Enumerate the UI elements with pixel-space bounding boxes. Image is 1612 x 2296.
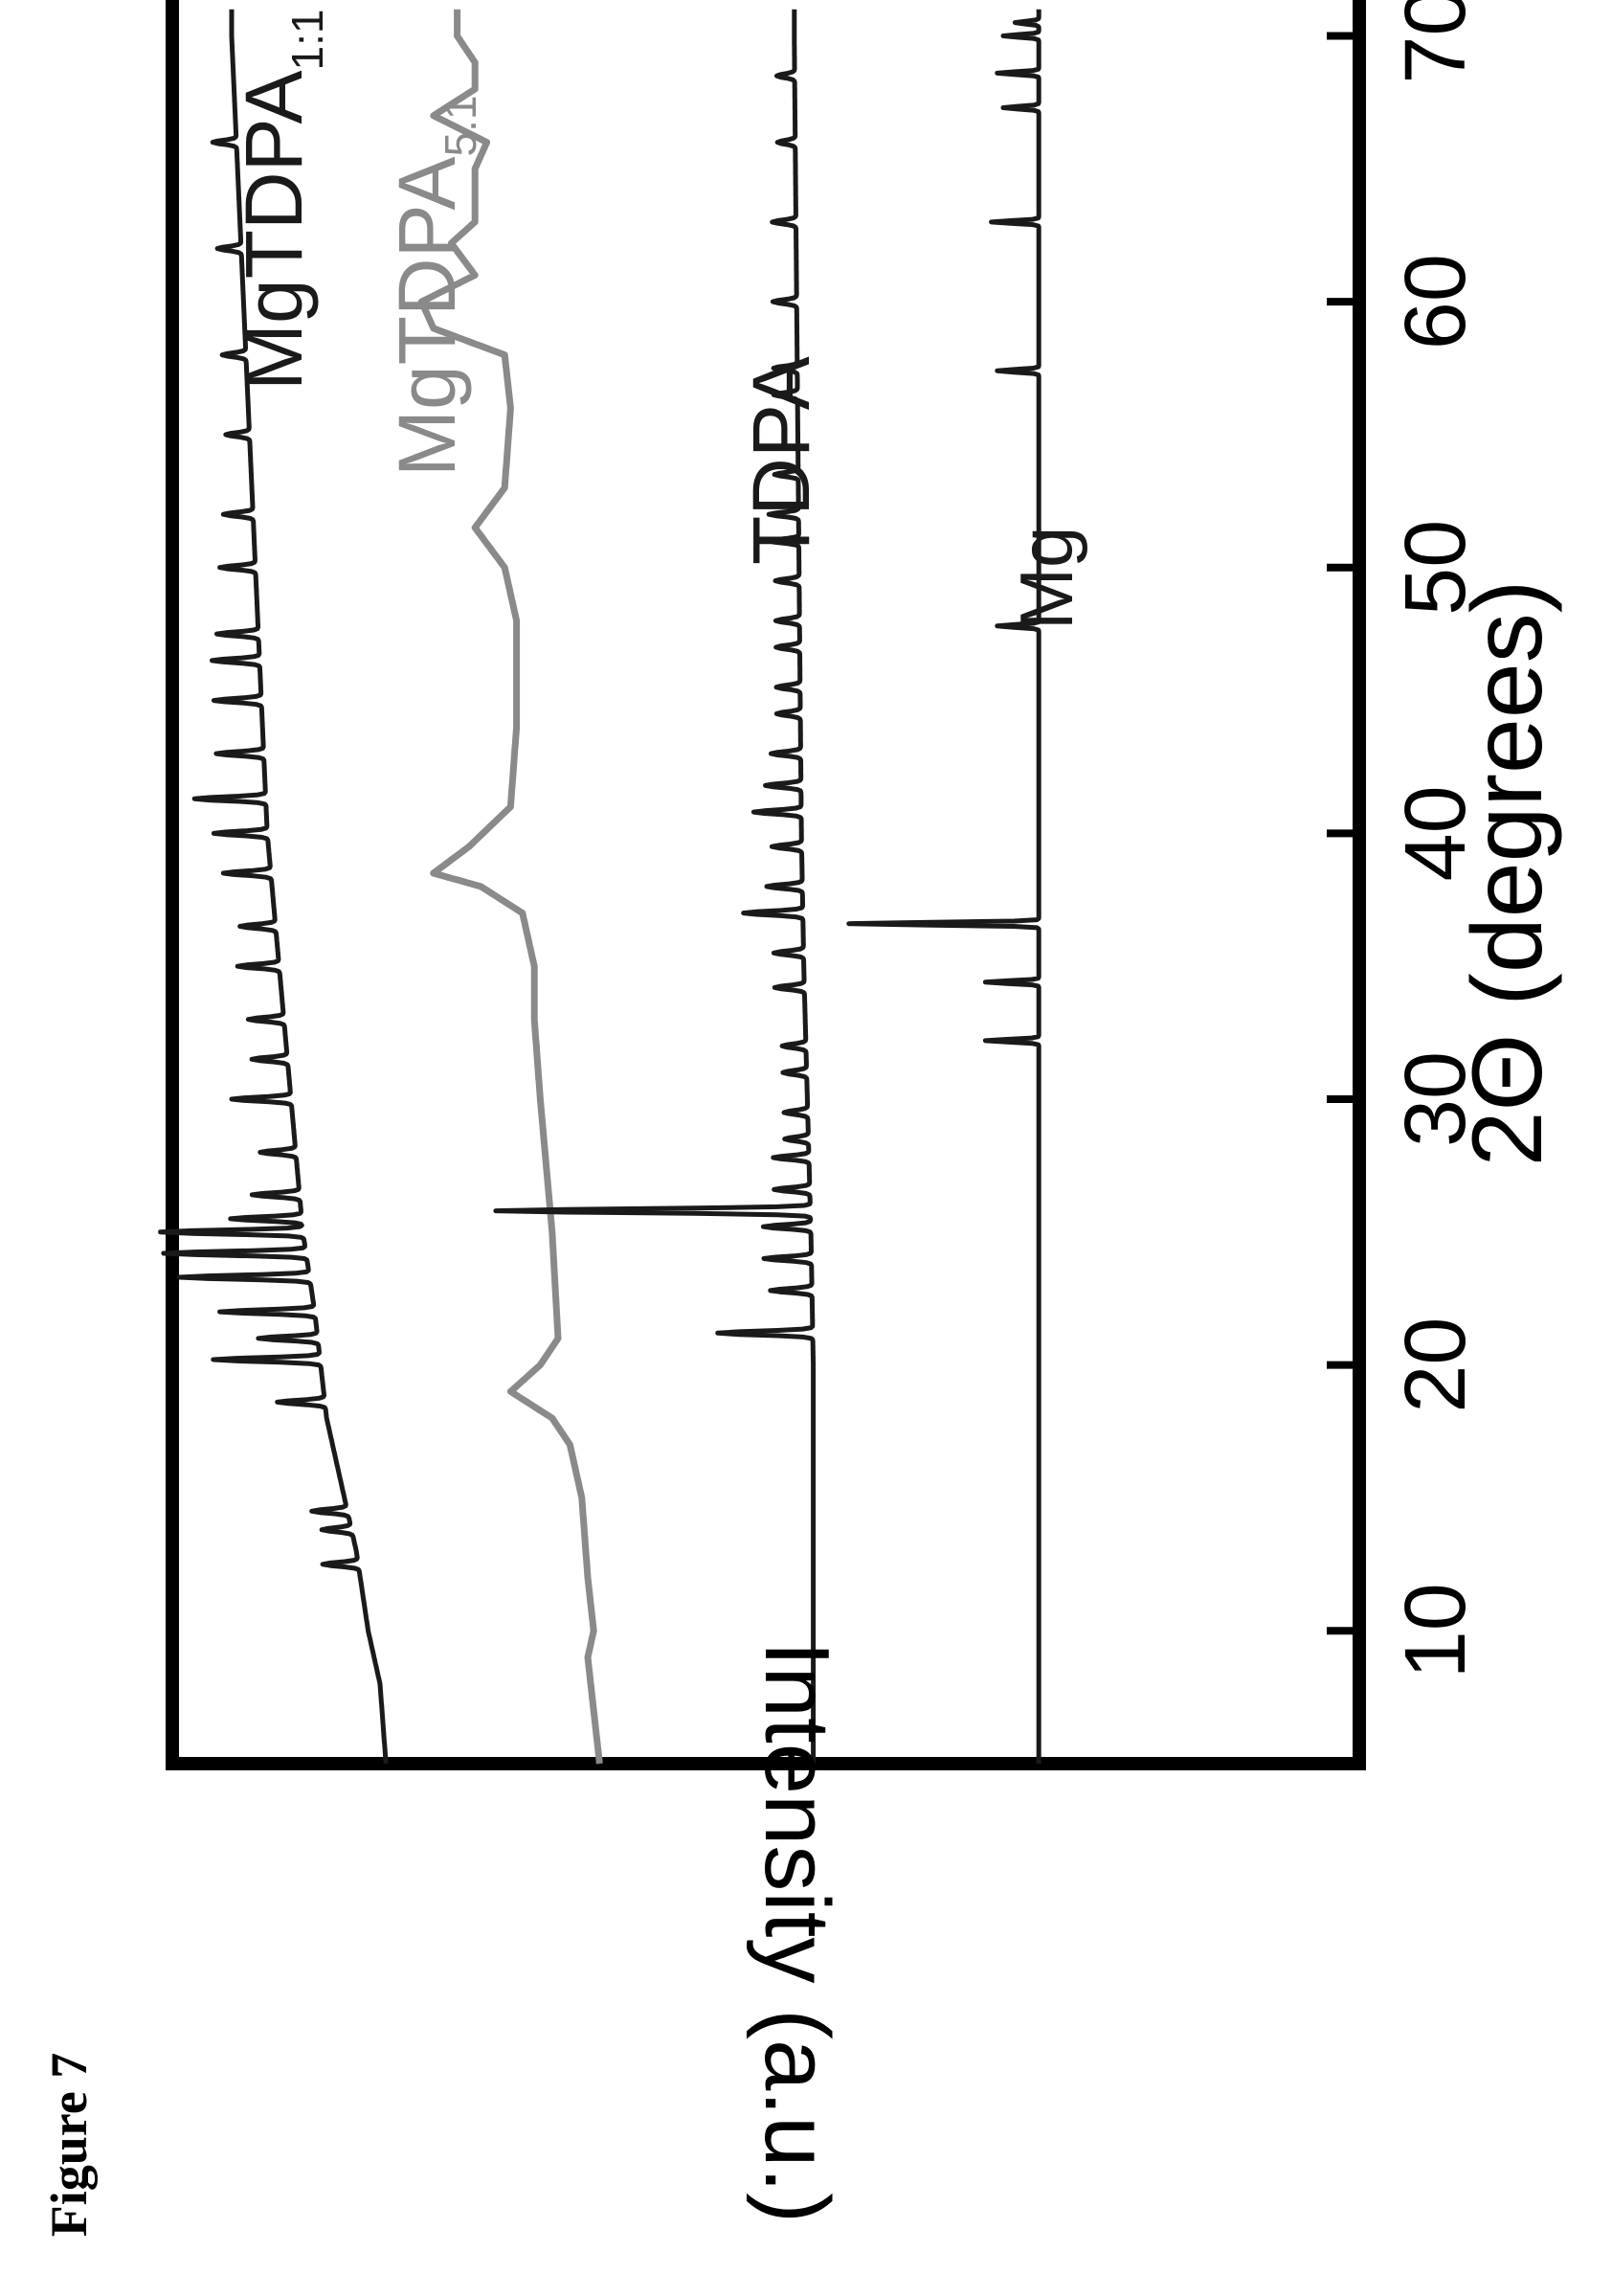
series-label-subscript-0: 1:1: [282, 10, 332, 71]
series-label-0: MgTDPA1:1: [229, 10, 332, 391]
series-labels: MgTDPA1:1 MgTDPA5:1 TDPA Mg: [229, 10, 1088, 630]
x-tick-label-5: 60: [1388, 254, 1484, 349]
y-axis-title: Intensity (a.u.): [746, 1641, 848, 2223]
x-tick-label-6: 70: [1388, 0, 1484, 84]
series-line-2: [496, 10, 814, 1764]
x-tick-label-0: 10: [1388, 1583, 1484, 1678]
series-label-1: MgTDPA5:1: [382, 96, 485, 477]
series-line-3: [849, 10, 1039, 1764]
figure-label: Figure 7: [40, 2053, 98, 2237]
plot-frame: [172, 0, 1359, 1764]
series-label-3: Mg: [1004, 527, 1088, 630]
series-label-2: TDPA: [736, 356, 826, 565]
xrd-chart: MgTDPA1:1MgTDPA5:1TDPAMg 10203040506070 …: [161, 0, 1563, 2223]
x-axis-title: 2Θ (degrees): [1452, 580, 1563, 1167]
series-label-subscript-1: 5:1: [436, 96, 485, 157]
x-tick-label-1: 20: [1388, 1317, 1484, 1413]
